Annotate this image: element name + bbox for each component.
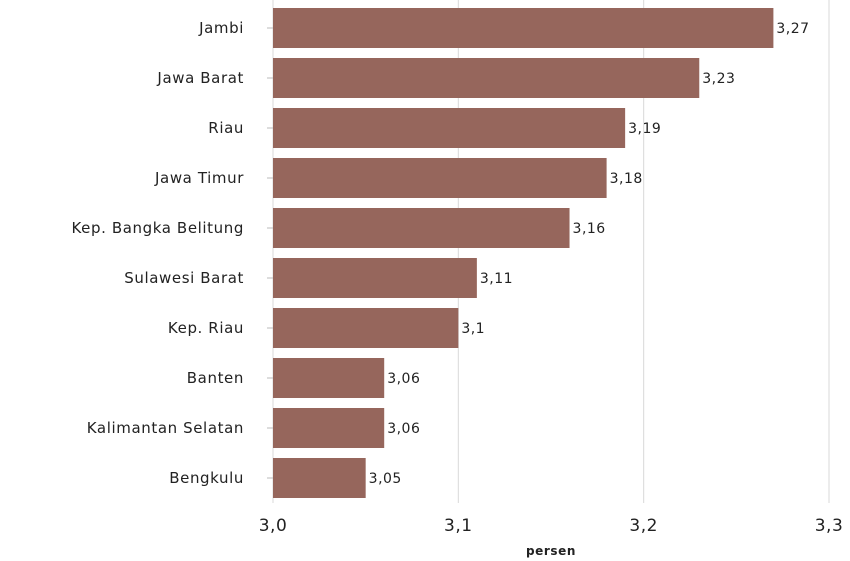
value-label: 3,06 <box>387 421 420 437</box>
category-label: Kep. Riau <box>168 319 244 337</box>
value-label: 3,11 <box>480 271 513 287</box>
category-label: Jawa Barat <box>156 69 244 87</box>
category-label: Bengkulu <box>169 469 244 487</box>
x-axis-title: persen <box>526 544 576 558</box>
bar <box>273 158 607 198</box>
bar <box>273 358 385 398</box>
x-axis-ticks: 3,0 3,1 3,2 3,3 <box>259 516 844 536</box>
value-label: 3,19 <box>628 121 661 137</box>
bar <box>273 108 626 148</box>
category-label: Riau <box>208 119 244 137</box>
bar <box>273 458 366 498</box>
bars <box>273 8 774 498</box>
bar <box>273 58 700 98</box>
category-label: Kalimantan Selatan <box>87 419 244 437</box>
bar <box>273 208 570 248</box>
value-label: 3,18 <box>610 171 643 187</box>
bar <box>273 308 459 348</box>
value-label: 3,27 <box>776 21 809 37</box>
category-label: Kep. Bangka Belitung <box>71 219 244 237</box>
x-tick-label: 3,2 <box>629 516 658 536</box>
category-label: Jambi <box>198 19 244 37</box>
value-label: 3,1 <box>461 321 485 337</box>
bar <box>273 408 385 448</box>
category-labels: Jambi Jawa Barat Riau Jawa Timur Kep. Bangka… <box>71 19 273 487</box>
bar <box>273 258 477 298</box>
value-label: 3,16 <box>573 221 606 237</box>
x-tick-label: 3,0 <box>259 516 288 536</box>
category-label: Banten <box>187 369 244 387</box>
bar <box>273 8 774 48</box>
value-label: 3,23 <box>702 71 735 87</box>
value-label: 3,05 <box>369 471 402 487</box>
category-label: Sulawesi Barat <box>124 269 244 287</box>
x-tick-label: 3,1 <box>444 516 473 536</box>
value-label: 3,06 <box>387 371 420 387</box>
value-labels: 3,27 3,23 3,19 3,18 3,16 3,11 3,1 3,06 3,06 3,05 <box>369 21 809 487</box>
x-tick-label: 3,3 <box>815 516 844 536</box>
category-label: Jawa Timur <box>154 169 244 187</box>
